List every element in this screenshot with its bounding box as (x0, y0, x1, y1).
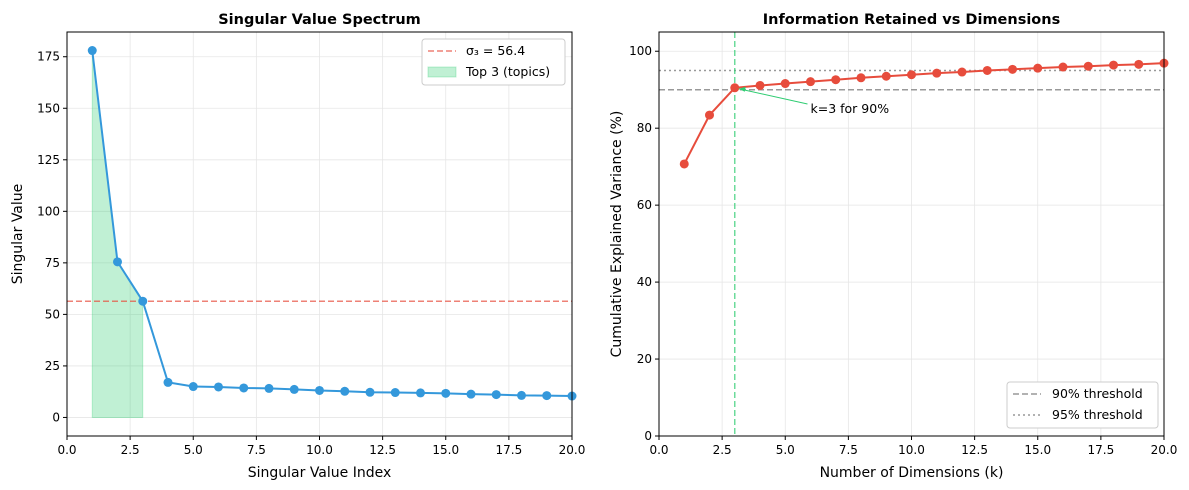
data-point (1109, 60, 1118, 70)
data-point (214, 382, 223, 392)
x-tick-label: 17.5 (1088, 443, 1115, 457)
chart-title: Information Retained vs Dimensions (763, 12, 1060, 28)
data-point (780, 79, 790, 89)
legend: 90% threshold 95% threshold (1006, 381, 1159, 429)
legend-label: Top 3 (topics) (465, 64, 550, 79)
y-tick-label: 100 (629, 44, 652, 58)
data-point (239, 383, 249, 393)
y-tick-label: 100 (37, 204, 60, 218)
data-point (1008, 64, 1017, 74)
y-tick-label: 150 (37, 101, 60, 115)
data-point (755, 80, 765, 90)
annotation-arrowhead (738, 86, 746, 92)
x-tick-label: 5.0 (184, 443, 203, 457)
data-point (113, 257, 122, 267)
y-axis-label: Singular Value (10, 184, 26, 285)
data-point (957, 67, 967, 77)
legend-box (1006, 381, 1159, 429)
series-line (91, 50, 573, 398)
y-tick-label: 60 (637, 198, 652, 212)
legend-label: 95% threshold (1052, 407, 1143, 422)
data-point (679, 159, 689, 169)
data-point (188, 382, 198, 392)
data-point (932, 68, 942, 78)
data-point (517, 390, 526, 400)
annotation-text: k=3 for 90% (811, 101, 890, 116)
annotation-arrow (738, 88, 808, 105)
data-point (390, 388, 400, 398)
x-tick-label: 0.0 (57, 443, 76, 457)
plot-frame (66, 31, 573, 437)
x-tick-label: 2.5 (121, 443, 140, 457)
chart-title: Singular Value Spectrum (218, 12, 421, 28)
x-tick-label: 0.0 (649, 443, 668, 457)
y-axis-label: Cumulative Explained Variance (%) (609, 111, 625, 358)
data-point (705, 110, 714, 120)
y-tick-label: 25 (45, 359, 60, 373)
data-point (806, 77, 815, 87)
data-point (441, 388, 451, 398)
plot-frame (658, 31, 1165, 437)
y-tick-label: 20 (637, 352, 652, 366)
chart-1: 0.0 2.5 5.0 7.5 10.0 12.5 15.0 17.5 20.0 0 20 40 60 8… (609, 12, 1177, 481)
data-point (1083, 61, 1093, 71)
data-point (856, 73, 866, 83)
x-tick-label: 2.5 (713, 443, 732, 457)
legend: σ₃ = 56.4 Top 3 (topics) (421, 38, 566, 86)
x-tick-label: 5.0 (776, 443, 795, 457)
data-point (1134, 59, 1144, 69)
data-point (831, 75, 841, 85)
y-tick-label: 0 (52, 410, 60, 424)
data-point (340, 386, 350, 396)
legend-label: 90% threshold (1052, 386, 1143, 401)
data-point (491, 390, 501, 400)
data-point (1033, 63, 1043, 73)
data-point (289, 384, 299, 394)
legend-fill-swatch-icon (427, 66, 457, 78)
x-tick-label: 15.0 (432, 443, 459, 457)
x-tick-label: 20.0 (559, 443, 586, 457)
legend-box (421, 38, 566, 86)
chart-0: 0.0 2.5 5.0 7.5 10.0 12.5 15.0 17.5 20.0 0 25 50 75 1… (10, 12, 585, 481)
x-tick-label: 15.0 (1024, 443, 1051, 457)
data-point (264, 383, 274, 393)
x-tick-label: 7.5 (247, 443, 266, 457)
data-point (542, 391, 552, 401)
x-tick-label: 7.5 (839, 443, 858, 457)
data-point (138, 296, 148, 306)
y-tick-label: 0 (644, 429, 652, 443)
y-tick-label: 80 (637, 121, 652, 135)
data-point (163, 377, 173, 387)
y-tick-label: 40 (637, 275, 652, 289)
x-tick-label: 17.5 (496, 443, 523, 457)
data-point (365, 387, 375, 397)
data-point (315, 385, 324, 395)
data-point (982, 65, 992, 75)
y-tick-label: 175 (37, 50, 60, 64)
y-tick-label: 50 (45, 307, 60, 321)
x-tick-label: 12.5 (369, 443, 396, 457)
data-point (1058, 62, 1068, 72)
x-tick-label: 10.0 (898, 443, 925, 457)
x-tick-label: 10.0 (306, 443, 333, 457)
legend-label: σ₃ = 56.4 (466, 43, 525, 58)
x-tick-label: 20.0 (1151, 443, 1178, 457)
series-line (683, 62, 1165, 165)
data-point (87, 46, 97, 56)
x-tick-label: 12.5 (961, 443, 988, 457)
data-point (907, 70, 916, 80)
x-axis-label: Singular Value Index (248, 465, 392, 481)
data-point (416, 388, 425, 398)
y-tick-label: 125 (37, 153, 60, 167)
data-point (730, 83, 740, 93)
data-point (466, 389, 476, 399)
data-point (881, 71, 891, 81)
y-tick-label: 75 (45, 256, 60, 270)
x-axis-label: Number of Dimensions (k) (820, 465, 1004, 481)
